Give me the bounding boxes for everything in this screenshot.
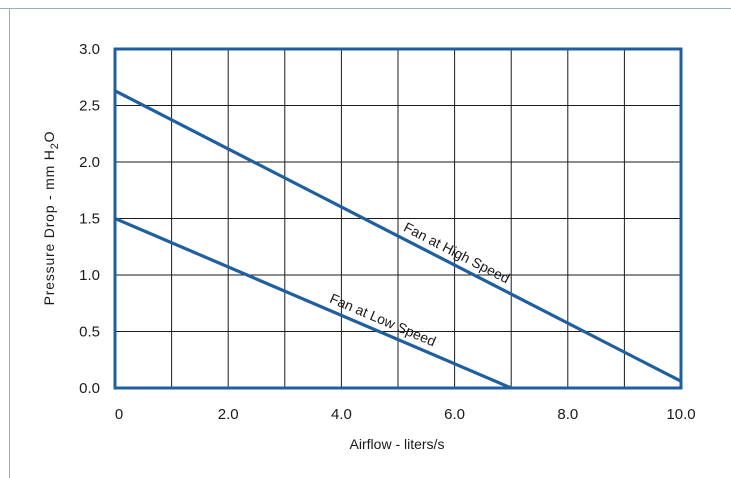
y-axis-title-subscript: 2 [49,142,61,149]
frame-left-border [9,8,10,478]
high-speed-label: Fan at High Speed [401,219,512,287]
x-tick-labels: 0 2.0 4.0 6.0 8.0 10.0 [115,406,696,423]
x-tick-label: 8.0 [557,406,578,423]
plot-border [113,47,683,390]
series-lines [114,89,682,390]
y-axis-title: Pressure Drop - mm H2O [41,131,61,306]
y-tick-label: 0.0 [79,380,100,397]
y-tick-labels: 0.0 0.5 1.0 1.5 2.0 2.5 3.0 [79,41,100,397]
y-tick-label: 1.0 [79,267,100,284]
y-tick-label: 2.0 [79,154,100,171]
low-speed-line [114,217,512,390]
x-tick-label: 6.0 [444,406,465,423]
y-tick-label: 1.5 [79,211,100,228]
x-tick-label: 2.0 [218,406,239,423]
y-axis-title-suffix: O [41,131,57,143]
high-speed-line [114,89,682,383]
y-tick-label: 3.0 [79,41,100,58]
x-tick-label: 0 [115,406,123,423]
x-tick-label: 10.0 [666,406,695,423]
y-tick-label: 0.5 [79,324,100,341]
low-speed-label: Fan at Low Speed [328,290,439,349]
y-axis-title-main: Pressure Drop - mm H [41,149,57,305]
x-axis-title: Airflow - liters/s [350,436,445,452]
y-tick-label: 2.5 [79,98,100,115]
grid [115,49,681,388]
frame-top-border [0,8,731,9]
x-tick-label: 4.0 [331,406,352,423]
